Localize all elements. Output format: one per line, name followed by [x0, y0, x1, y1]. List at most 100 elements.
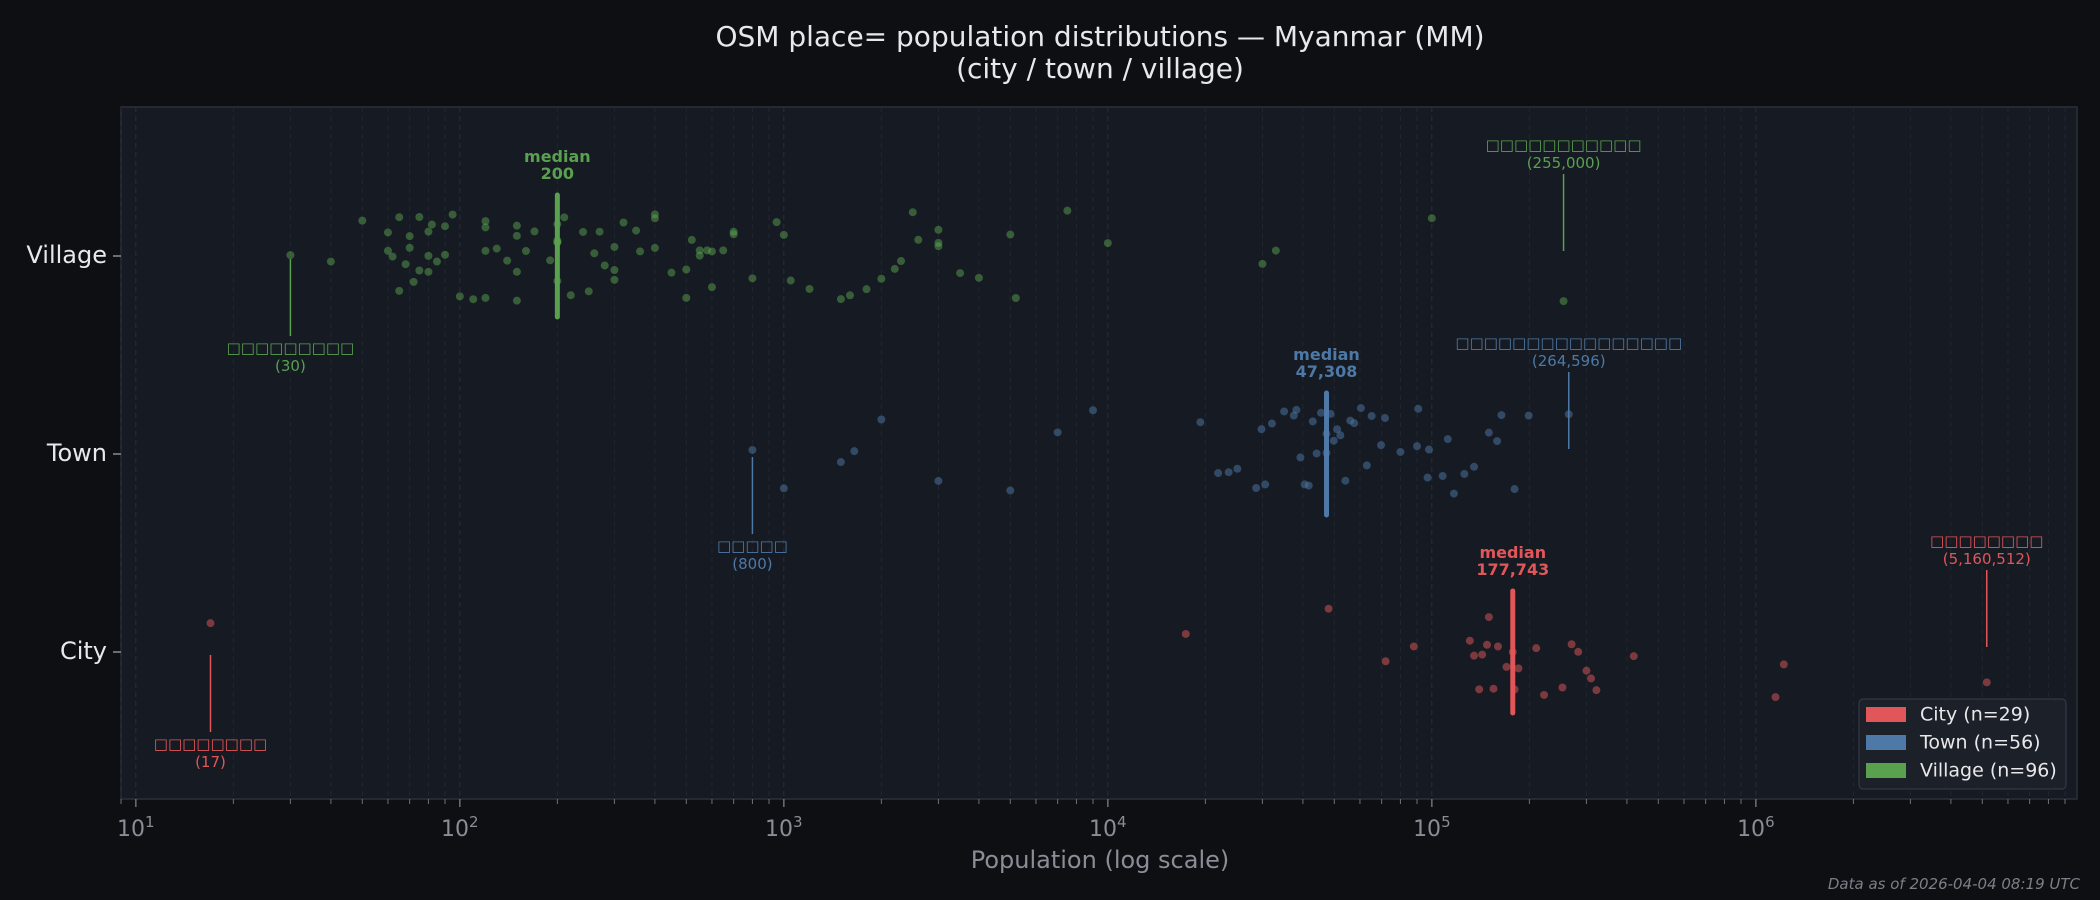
- village-point: [383, 246, 392, 255]
- village-point: [772, 218, 781, 227]
- village-point: [729, 227, 738, 236]
- city-point: [1381, 657, 1390, 666]
- village-point: [610, 275, 619, 284]
- city-point: [1478, 650, 1487, 659]
- village-point: [395, 213, 404, 222]
- town-point: [1267, 419, 1276, 428]
- town-point: [1333, 425, 1342, 434]
- city-point: [1493, 642, 1502, 651]
- town-point: [1296, 453, 1305, 462]
- village-point: [619, 218, 628, 227]
- village-point: [481, 223, 490, 232]
- city-point: [1465, 636, 1474, 645]
- village-point: [415, 266, 424, 275]
- village-point: [1427, 214, 1436, 223]
- city-point: [1483, 640, 1492, 649]
- village-point: [441, 222, 450, 231]
- village-point: [779, 230, 788, 239]
- city-point: [1181, 629, 1190, 638]
- village-point: [405, 232, 414, 241]
- town-point: [1308, 417, 1317, 426]
- village-point: [286, 251, 295, 260]
- x-axis-label: Population (log scale): [971, 846, 1230, 874]
- y-tick-label-village: Village: [26, 241, 107, 269]
- village-legend-label: Village (n=96): [1920, 760, 2057, 782]
- town-point: [1460, 469, 1469, 478]
- village-point: [707, 283, 716, 292]
- town-point: [748, 445, 757, 454]
- village-point: [415, 213, 424, 222]
- city-point: [1592, 686, 1601, 695]
- town-point: [1484, 428, 1493, 437]
- town-point: [1367, 411, 1376, 420]
- village-point: [600, 261, 609, 270]
- village-min-name: □□□□□□□□□: [227, 339, 355, 357]
- city-point: [1574, 647, 1583, 656]
- village-point: [383, 228, 392, 237]
- village-point: [890, 264, 899, 273]
- village-point: [908, 208, 917, 217]
- village-point: [687, 235, 696, 244]
- town-min-name: □□□□□: [717, 537, 788, 555]
- city-point: [1489, 684, 1498, 693]
- village-point: [455, 292, 464, 301]
- town-point: [1280, 407, 1289, 416]
- town-point: [1214, 469, 1223, 478]
- village-point: [405, 243, 414, 252]
- village-point: [1006, 230, 1015, 239]
- city-min-value: (17): [195, 753, 226, 771]
- footer-timestamp: Data as of 2026-04-04 08:19 UTC: [1828, 875, 2081, 893]
- x-tick-label: 105: [1413, 813, 1451, 842]
- village-point: [530, 227, 539, 236]
- data-points: [206, 206, 1991, 702]
- village-point: [401, 260, 410, 269]
- town-point: [779, 484, 788, 493]
- village-point: [579, 227, 588, 236]
- town-point: [934, 476, 943, 485]
- city-point: [1540, 690, 1549, 699]
- town-point: [1423, 473, 1432, 482]
- village-point: [934, 242, 943, 251]
- city-point: [1470, 651, 1479, 660]
- x-tick-label: 102: [441, 813, 479, 842]
- village-point: [409, 277, 418, 286]
- village-point: [836, 295, 845, 304]
- y-axis: Village Town City: [26, 241, 121, 665]
- town-max-name: □□□□□□□□□□□□□□□□: [1455, 334, 1682, 352]
- village-point: [650, 210, 659, 219]
- city-median-label: median: [1479, 543, 1546, 562]
- village-point: [748, 274, 757, 283]
- village-point: [424, 227, 433, 236]
- town-point: [1470, 462, 1479, 471]
- village-point: [441, 250, 450, 259]
- village-point: [512, 231, 521, 240]
- village-point: [424, 251, 433, 260]
- city-point: [1558, 683, 1567, 692]
- gridlines: [120, 107, 2066, 799]
- village-point: [1063, 206, 1072, 215]
- y-tick-label-city: City: [60, 637, 107, 665]
- town-median-label: median: [1293, 345, 1360, 364]
- village-point: [667, 268, 676, 277]
- x-tick-label: 103: [765, 813, 803, 842]
- village-point: [914, 235, 923, 244]
- city-point: [1582, 666, 1591, 675]
- village-point: [326, 257, 335, 266]
- village-point: [481, 217, 490, 226]
- village-point: [395, 286, 404, 295]
- village-point: [877, 274, 886, 283]
- town-point: [1257, 425, 1266, 434]
- village-point: [610, 266, 619, 275]
- town-point: [1336, 431, 1345, 440]
- town-point: [1233, 464, 1242, 473]
- village-point: [636, 247, 645, 256]
- village-point: [632, 226, 641, 235]
- town-point: [1089, 406, 1098, 415]
- x-tick-label: 104: [1089, 813, 1127, 842]
- city-point: [1629, 652, 1638, 661]
- town-point: [1312, 449, 1321, 458]
- town-point: [1497, 411, 1506, 420]
- village-point: [707, 247, 716, 256]
- town-point: [1443, 435, 1452, 444]
